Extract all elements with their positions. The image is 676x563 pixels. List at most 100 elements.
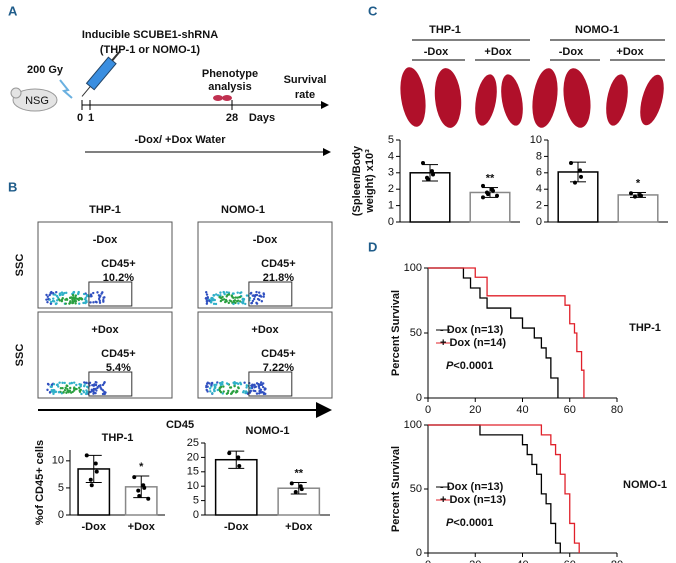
- event: [211, 392, 214, 395]
- event: [60, 291, 64, 294]
- event: [258, 291, 261, 294]
- event: [66, 387, 69, 391]
- event: [244, 390, 248, 393]
- event: [92, 392, 95, 395]
- event: [74, 302, 77, 305]
- event: [65, 297, 68, 301]
- chart-label: THP-1: [629, 322, 661, 334]
- event: [255, 392, 259, 395]
- event: [251, 383, 254, 386]
- event: [58, 299, 62, 302]
- y-label: weight) x10³: [364, 149, 376, 214]
- y-tick-label: 15: [187, 466, 199, 478]
- x-tick-label: -Dox: [224, 521, 249, 533]
- event: [263, 387, 267, 390]
- event: [66, 389, 69, 393]
- event: [225, 295, 228, 298]
- event: [80, 392, 83, 396]
- x-tick-label: 0: [425, 559, 431, 563]
- event: [96, 386, 99, 390]
- column-title: THP-1: [89, 204, 121, 216]
- event: [213, 298, 217, 302]
- p-symbol: P: [446, 517, 454, 529]
- point: [639, 193, 643, 198]
- gate-label: CD45+: [261, 258, 296, 270]
- event: [91, 383, 94, 387]
- event: [48, 293, 51, 297]
- event: [219, 294, 222, 297]
- event: [45, 293, 48, 297]
- event: [62, 390, 65, 394]
- y-label: (Spleen/Body: [351, 145, 363, 216]
- event: [98, 295, 101, 299]
- event: [83, 381, 86, 384]
- event: [216, 388, 219, 392]
- mouse-ear: [10, 87, 22, 99]
- gate: [248, 281, 293, 307]
- event: [255, 301, 258, 305]
- event: [257, 384, 261, 387]
- event: [213, 383, 216, 387]
- event: [205, 382, 209, 385]
- event: [236, 296, 239, 299]
- x-tick-label: -Dox: [82, 521, 107, 533]
- tick-label: 0: [77, 112, 83, 124]
- event: [258, 389, 261, 393]
- y-tick-label: 100: [404, 419, 422, 431]
- point: [293, 489, 298, 494]
- event: [234, 296, 237, 299]
- y-tick-label: 5: [388, 134, 394, 146]
- event: [92, 291, 95, 295]
- p-text: <0.0001: [453, 360, 493, 372]
- event: [231, 296, 234, 299]
- event: [262, 391, 265, 394]
- x-label: CD45: [166, 419, 194, 431]
- event: [52, 300, 56, 303]
- gate-percent: 5.4%: [106, 362, 131, 374]
- event: [212, 294, 216, 297]
- event: [70, 381, 73, 385]
- organ: [213, 95, 223, 101]
- unit: Days: [249, 112, 275, 124]
- event: [236, 291, 239, 294]
- event: [230, 294, 233, 297]
- event: [102, 298, 105, 302]
- event: [226, 391, 230, 395]
- event: [83, 298, 87, 301]
- y-tick-label: 0: [536, 216, 542, 228]
- event: [52, 297, 55, 300]
- event: [94, 300, 98, 304]
- event: [82, 389, 85, 393]
- event: [208, 387, 212, 390]
- event: [255, 293, 259, 297]
- event: [222, 390, 225, 393]
- event: [80, 298, 84, 301]
- event: [68, 389, 72, 392]
- event: [63, 291, 66, 295]
- event: [102, 296, 105, 300]
- column-title: NOMO-1: [221, 204, 265, 216]
- y-tick-label: 100: [404, 262, 422, 274]
- event: [89, 293, 93, 296]
- x-tick-label: 80: [611, 404, 623, 416]
- dose: 200 Gy: [27, 64, 64, 76]
- y-tick-label: 50: [410, 483, 422, 495]
- event: [85, 381, 88, 385]
- event: [46, 298, 50, 301]
- point: [495, 193, 499, 198]
- event: [253, 383, 256, 387]
- event: [212, 302, 216, 306]
- gate-percent: 21.8%: [263, 272, 294, 284]
- condition: +Dox: [616, 46, 644, 58]
- event: [53, 389, 56, 392]
- event: [233, 384, 236, 388]
- group: THP-1: [429, 24, 461, 36]
- event: [97, 294, 101, 297]
- event: [226, 382, 230, 386]
- y-tick-label: 6: [536, 167, 542, 179]
- event: [98, 301, 102, 304]
- event: [222, 385, 225, 388]
- event: [88, 381, 92, 385]
- event: [72, 381, 76, 384]
- event: [89, 301, 92, 304]
